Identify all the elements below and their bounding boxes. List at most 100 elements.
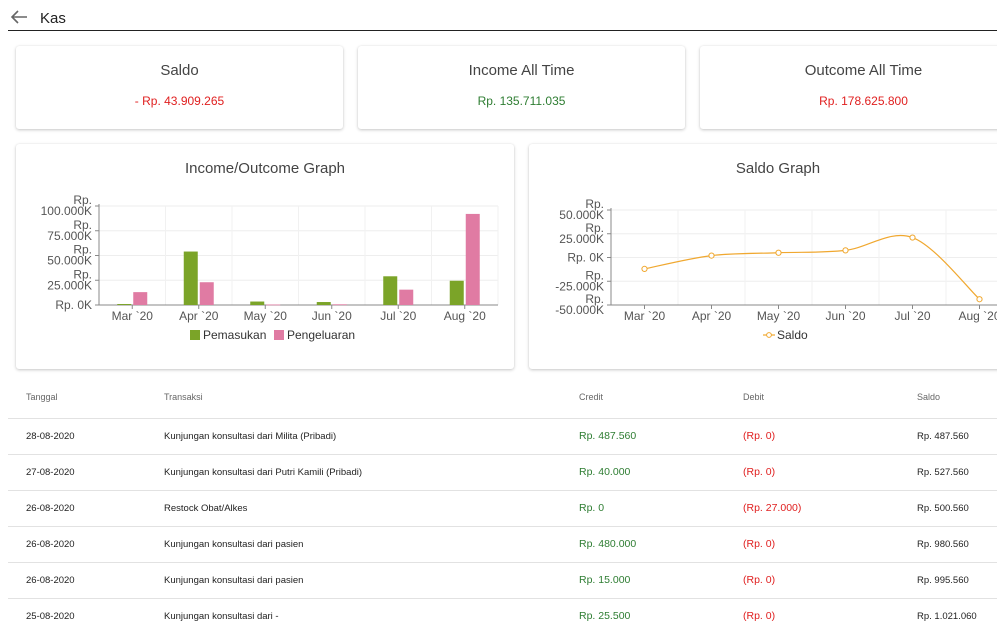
- income-value: Rp. 135.711.035: [477, 94, 566, 108]
- row-saldo: Rp. 487.560: [917, 431, 969, 442]
- row-debit: (Rp. 0): [743, 430, 776, 442]
- x-tick-label: Jul `20: [380, 309, 416, 323]
- saldo-title: Saldo: [160, 62, 199, 79]
- row-debit: (Rp. 0): [743, 574, 776, 586]
- saldo-graph-card: Saldo Graph Rp. -50.000K Rp. -25.000K Rp. 0K…: [529, 144, 997, 369]
- row-debit: (Rp. 0): [743, 466, 776, 478]
- y-tick-label: 50.000K: [47, 254, 92, 268]
- col-header-credit[interactable]: Credit: [579, 392, 604, 402]
- y-tick-label: Rp. 0K: [567, 251, 604, 265]
- row-debit: (Rp. 0): [743, 610, 776, 622]
- x-tick-label: Jun `20: [312, 309, 352, 323]
- legend-label-pemasukan: Pemasukan: [203, 328, 266, 342]
- x-tick-label: May `20: [757, 309, 801, 323]
- row-date: 26-08-2020: [26, 575, 75, 586]
- row-description: Kunjungan konsultasi dari pasien: [164, 539, 304, 550]
- y-tick-label: Rp.: [73, 218, 92, 232]
- row-description: Kunjungan konsultasi dari pasien: [164, 575, 304, 586]
- x-tick-label: Mar `20: [624, 309, 666, 323]
- outcome-value: Rp. 178.625.800: [819, 94, 908, 108]
- table-row[interactable]: 28-08-2020 Kunjungan konsultasi dari Mil…: [8, 418, 997, 454]
- outcome-card: Outcome All Time Rp. 178.625.800: [700, 46, 997, 129]
- income-title: Income All Time: [468, 62, 575, 79]
- row-debit: (Rp. 27.000): [743, 502, 802, 514]
- col-header-debit[interactable]: Debit: [743, 392, 765, 402]
- saldo-point-5: [976, 296, 983, 303]
- row-date: 26-08-2020: [26, 539, 75, 550]
- income-outcome-graph-card: Income/Outcome Graph Rp. 0K Rp. 25.000K Rp.…: [16, 144, 514, 369]
- col-header-date[interactable]: Tanggal: [26, 392, 58, 402]
- row-description: Kunjungan konsultasi dari -: [164, 611, 279, 622]
- x-tick-label: Mar `20: [112, 309, 154, 323]
- bar-pemasukan-4: [383, 276, 398, 305]
- row-description: Restock Obat/Alkes: [164, 503, 248, 514]
- y-tick-label: -50.000K: [555, 303, 604, 317]
- bar-pemasukan-5: [449, 280, 464, 305]
- income-outcome-chart: Rp. 0KRp.25.000KRp.50.000KRp.75.000KRp.1…: [41, 193, 499, 342]
- x-tick-label: Apr `20: [692, 309, 732, 323]
- x-tick-label: Apr `20: [179, 309, 219, 323]
- table-row[interactable]: 26-08-2020 Restock Obat/Alkes Rp. 0 (Rp.…: [8, 490, 997, 526]
- y-tick-label: Rp.: [585, 292, 604, 306]
- y-tick-label: Rp.: [585, 221, 604, 235]
- x-tick-label: Jul `20: [894, 309, 930, 323]
- legend-swatch-pemasukan: [190, 330, 200, 340]
- x-tick-label: May `20: [244, 309, 288, 323]
- row-saldo: Rp. 980.560: [917, 539, 969, 550]
- x-tick-label: Aug `20: [958, 309, 997, 323]
- y-tick-label: Rp.: [73, 193, 92, 207]
- table-row[interactable]: 26-08-2020 Kunjungan konsultasi dari pas…: [8, 526, 997, 562]
- col-header-saldo[interactable]: Saldo: [917, 392, 941, 402]
- row-credit: Rp. 15.000: [579, 574, 631, 586]
- income-card: Income All Time Rp. 135.711.035: [358, 46, 685, 129]
- legend-marker-saldo: [766, 332, 772, 338]
- row-saldo: Rp. 1.021.060: [917, 611, 977, 622]
- row-date: 25-08-2020: [26, 611, 75, 622]
- y-tick-label: Rp.: [585, 268, 604, 282]
- table-row[interactable]: 26-08-2020 Kunjungan konsultasi dari pas…: [8, 562, 997, 598]
- page-title: Kas: [40, 10, 66, 27]
- legend-label-pengeluaran: Pengeluaran: [287, 328, 355, 342]
- saldo-card: Saldo - Rp. 43.909.265: [16, 46, 343, 129]
- bar-pengeluaran-2: [266, 304, 281, 306]
- y-tick-label: Rp.: [73, 267, 92, 281]
- x-tick-label: Aug `20: [444, 309, 486, 323]
- bar-pengeluaran-3: [332, 304, 347, 306]
- y-tick-label: Rp.: [585, 197, 604, 211]
- saldo-point-0: [641, 265, 648, 273]
- y-tick-label: Rp. 0K: [55, 298, 92, 312]
- y-tick-label: Rp.: [73, 243, 92, 257]
- row-credit: Rp. 487.560: [579, 430, 637, 442]
- legend-swatch-pengeluaran: [274, 330, 284, 340]
- y-tick-label: -25.000K: [555, 279, 604, 293]
- app-header: Kas: [8, 0, 997, 31]
- saldo-point-3: [842, 247, 849, 254]
- row-saldo: Rp. 500.560: [917, 503, 969, 514]
- bar-pengeluaran-1: [199, 282, 214, 305]
- saldo-point-2: [775, 249, 782, 256]
- col-header-transaction[interactable]: Transaksi: [164, 392, 203, 402]
- legend-label-saldo: Saldo: [777, 328, 808, 342]
- bar-pengeluaran-5: [465, 213, 480, 305]
- bar-pemasukan-1: [183, 251, 198, 305]
- y-tick-label: 75.000K: [47, 229, 92, 243]
- row-credit: Rp. 40.000: [579, 466, 631, 478]
- y-tick-label: 50.000K: [559, 208, 604, 222]
- table-row[interactable]: 27-08-2020 Kunjungan konsultasi dari Put…: [8, 454, 997, 490]
- row-debit: (Rp. 0): [743, 538, 776, 550]
- row-credit: Rp. 480.000: [579, 538, 637, 550]
- row-credit: Rp. 25.500: [579, 610, 631, 622]
- arrow-left-icon[interactable]: [10, 9, 28, 25]
- saldo-line: [644, 234, 980, 300]
- row-description: Kunjungan konsultasi dari Milita (Pribad…: [164, 431, 337, 442]
- bar-pemasukan-0: [117, 304, 132, 305]
- y-tick-label: 25.000K: [47, 278, 92, 292]
- saldo-graph-title: Saldo Graph: [735, 160, 821, 177]
- saldo-point-1: [708, 252, 715, 259]
- bar-pengeluaran-0: [133, 292, 148, 305]
- row-date: 26-08-2020: [26, 503, 75, 514]
- table-row[interactable]: 25-08-2020 Kunjungan konsultasi dari - R…: [8, 598, 997, 634]
- x-tick-label: Jun `20: [825, 309, 865, 323]
- y-tick-label: 100.000K: [41, 204, 92, 218]
- saldo-point-4: [909, 234, 916, 241]
